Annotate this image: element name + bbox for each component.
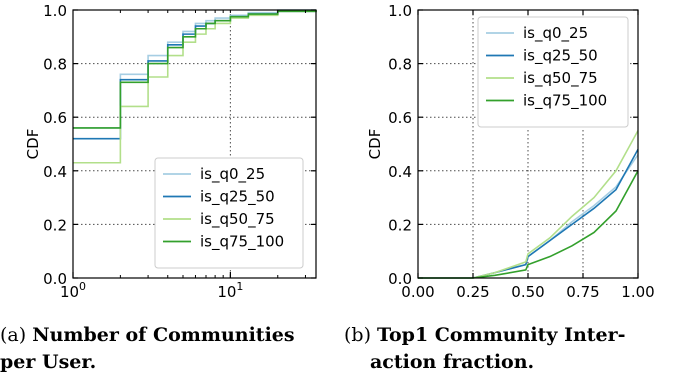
- chart-a-legend-label-2: is_q50_75: [200, 210, 275, 229]
- chart-top1-interaction-fraction: 0.0 0.2 0.4 0.6 0.8 1.0 0.00 0.25 0.50 0.75 1.00 CD…: [366, 2, 655, 301]
- chart-b-ytick-label-5: 1.0: [388, 2, 412, 20]
- chart-a-series-line-2: [73, 10, 317, 164]
- chart-b-ytick-label-3: 0.6: [388, 109, 412, 127]
- chart-b-xtick-label-0: 0.00: [401, 283, 434, 301]
- caption-a-title-line2: per User.: [0, 351, 97, 373]
- caption-a: (a) Number of Communities: [0, 323, 295, 348]
- chart-b-ytick-label-4: 0.8: [388, 56, 412, 74]
- chart-a-ytick-label-0: 0.0: [43, 270, 67, 288]
- chart-b-xtick-label-2: 0.50: [511, 283, 544, 301]
- caption-b: (b) Top1 Community Inter-: [344, 323, 626, 348]
- chart-a-ylabel: CDF: [24, 129, 42, 160]
- chart-communities-per-user: 0.0 0.2 0.4 0.6 0.8 1.0 100 101 CDF is_q0_25 is_q2…: [24, 2, 317, 301]
- chart-b-legend-label-0: is_q0_25: [523, 24, 588, 43]
- chart-b-ytick-label-2: 0.4: [388, 163, 412, 181]
- chart-a-legend-label-1: is_q25_50: [200, 188, 275, 207]
- caption-a-tag: (a): [0, 324, 27, 346]
- chart-b-xtick-label-4: 1.00: [621, 283, 654, 301]
- chart-b-series-line-3: [418, 170, 639, 279]
- chart-b-ytick-label-0: 0.0: [388, 270, 412, 288]
- chart-b-ytick-label-1: 0.2: [388, 216, 412, 234]
- chart-a-xtick-label-0: 100: [60, 280, 86, 301]
- chart-b-xtick-label-3: 0.75: [566, 283, 599, 301]
- caption-b-line2: action fraction.: [370, 350, 534, 375]
- chart-a-ytick-label-2: 0.4: [43, 163, 67, 181]
- chart-a-series-line-1: [73, 10, 317, 140]
- chart-b-ylabel: CDF: [366, 129, 384, 160]
- caption-b-title-line1: Top1 Community Inter-: [377, 324, 626, 346]
- chart-a-legend-label-3: is_q75_100: [200, 233, 284, 252]
- chart-a-ytick-label-5: 1.0: [43, 2, 67, 20]
- chart-b-series-line-1: [418, 148, 639, 279]
- caption-b-tag: (b): [344, 324, 371, 346]
- chart-b-legend-label-3: is_q75_100: [523, 92, 607, 111]
- caption-a-line2: per User.: [0, 350, 96, 375]
- chart-b-series-line-2: [418, 130, 639, 279]
- chart-a-axes-frame: [72, 9, 317, 279]
- chart-b-xtick-label-1: 0.25: [456, 283, 489, 301]
- chart-a-legend-box: [154, 157, 304, 269]
- chart-a-series-line-0: [73, 9, 316, 129]
- chart-b-legend-label-2: is_q50_75: [523, 69, 598, 88]
- caption-a-title-line1: Number of Communities: [32, 324, 295, 346]
- chart-b-legend-label-1: is_q25_50: [523, 47, 598, 66]
- chart-a-ytick-label-1: 0.2: [43, 216, 67, 234]
- chart-a-ytick-label-3: 0.6: [43, 109, 67, 127]
- chart-a-series-line-3: [73, 10, 317, 129]
- chart-a-xtick-label-1: 101: [217, 280, 243, 301]
- chart-a-ytick-label-4: 0.8: [43, 56, 67, 74]
- caption-b-title-line2: action fraction.: [370, 351, 535, 373]
- chart-a-legend-label-0: is_q0_25: [200, 165, 265, 184]
- chart-b-legend-box: [477, 16, 629, 128]
